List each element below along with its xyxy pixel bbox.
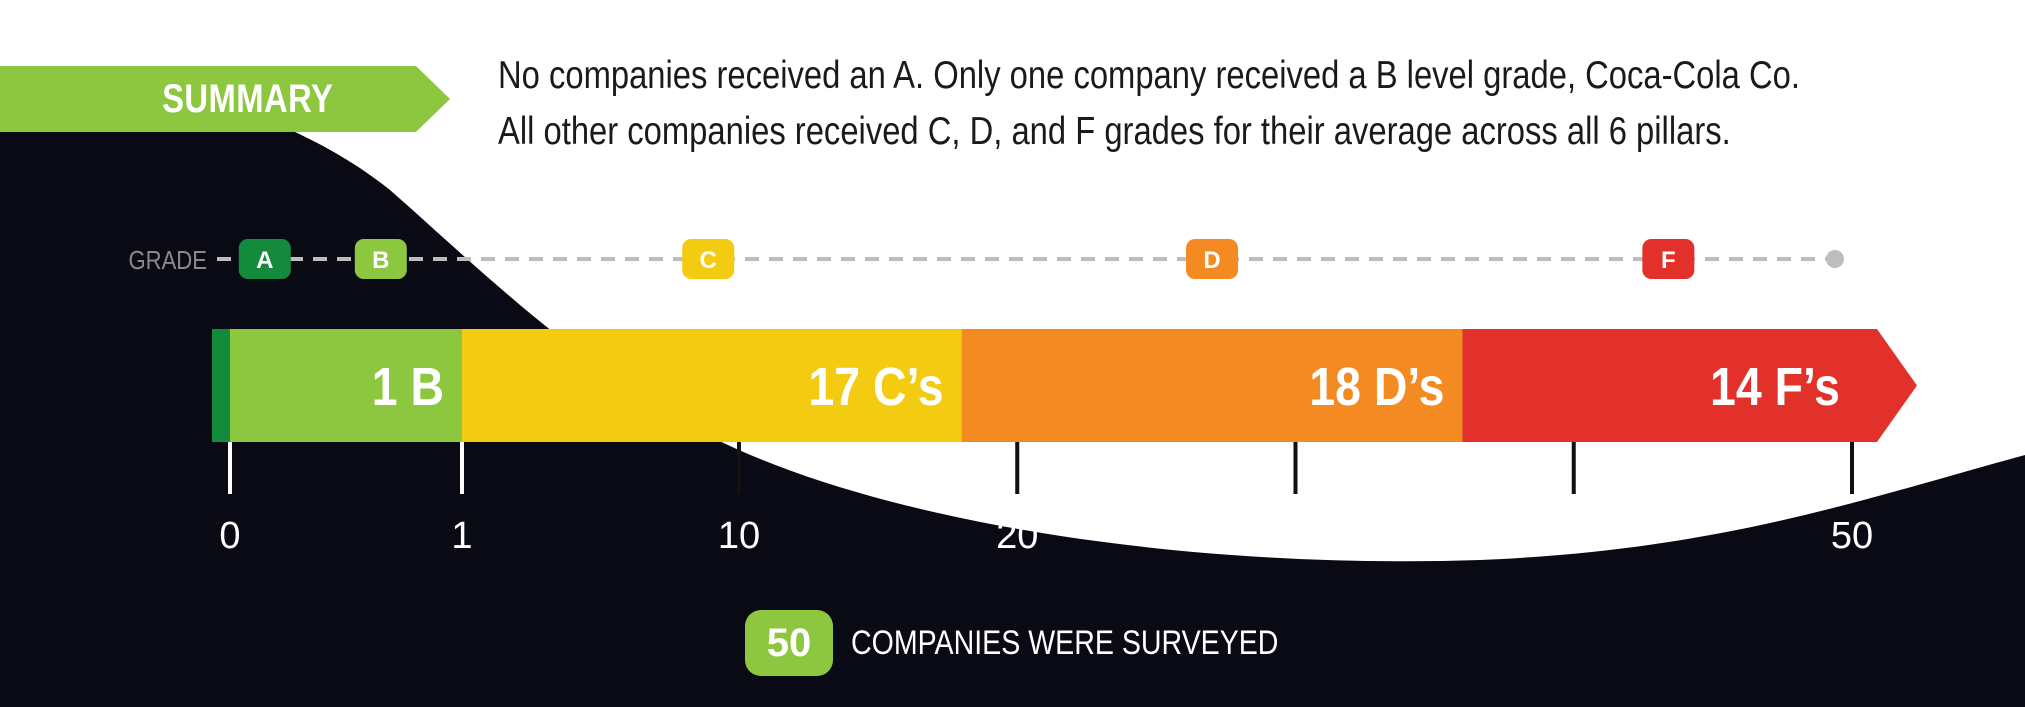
axis-tick-label-20: 20	[996, 515, 1038, 557]
axis-tick-label-40: 40	[1553, 515, 1595, 557]
bar-segment-a	[212, 329, 230, 442]
bar-label-d: 18 D’s	[1309, 356, 1444, 417]
survey-text: COMPANIES WERE SURVEYED	[851, 623, 1279, 662]
bar-label-f: 14 F’s	[1710, 356, 1840, 417]
bar-segment-b	[230, 329, 462, 442]
summary-tab: SUMMARY	[0, 66, 450, 132]
grade-badge-c	[682, 239, 735, 279]
summary-text: No companies received an A. Only one com…	[498, 48, 1800, 160]
grade-badge-d	[1186, 239, 1239, 279]
grade-badge-label-c: C	[700, 247, 717, 274]
grade-badge-label-b: B	[372, 247, 389, 274]
summary-line-1: No companies received an A. Only one com…	[498, 54, 1800, 97]
grade-badge-label-a: A	[256, 247, 273, 274]
axis-tick-label-30: 30	[1274, 515, 1316, 557]
summary-arrow-shape	[0, 66, 450, 132]
grade-badge-label-d: D	[1203, 247, 1220, 274]
grade-axis-label: GRADE	[128, 246, 207, 275]
bar-label-b: 1 B	[372, 356, 444, 417]
axis-tick-label-50: 50	[1831, 515, 1873, 557]
bar-segment-f	[1462, 329, 1917, 442]
grade-badge-b	[354, 239, 407, 279]
bar-label-c: 17 C’s	[808, 356, 943, 417]
summary-label: SUMMARY	[162, 76, 334, 121]
survey-footer: 50 COMPANIES WERE SURVEYED	[745, 610, 1360, 676]
grade-line-end-dot	[1826, 250, 1844, 268]
bar-group: 1 B 17 C’s 18 D’s 14 F’s	[212, 329, 1917, 442]
bar-segment-d	[961, 329, 1463, 442]
survey-count-badge: 50	[745, 610, 833, 676]
grade-badge-label-f: F	[1661, 247, 1676, 274]
bar-segment-c	[462, 329, 962, 442]
grade-row: GRADE A B C D F	[128, 239, 1844, 279]
axis-tick-label-0: 0	[219, 515, 240, 557]
axis-tick-label-10: 10	[718, 515, 760, 557]
grade-badge-a	[238, 239, 291, 279]
axis-tick-label-1: 1	[451, 515, 472, 557]
grade-badge-f	[1642, 239, 1695, 279]
summary-line-2: All other companies received C, D, and F…	[498, 110, 1731, 153]
axis-group: 0 1 10 20 30 40 50	[219, 442, 1873, 557]
